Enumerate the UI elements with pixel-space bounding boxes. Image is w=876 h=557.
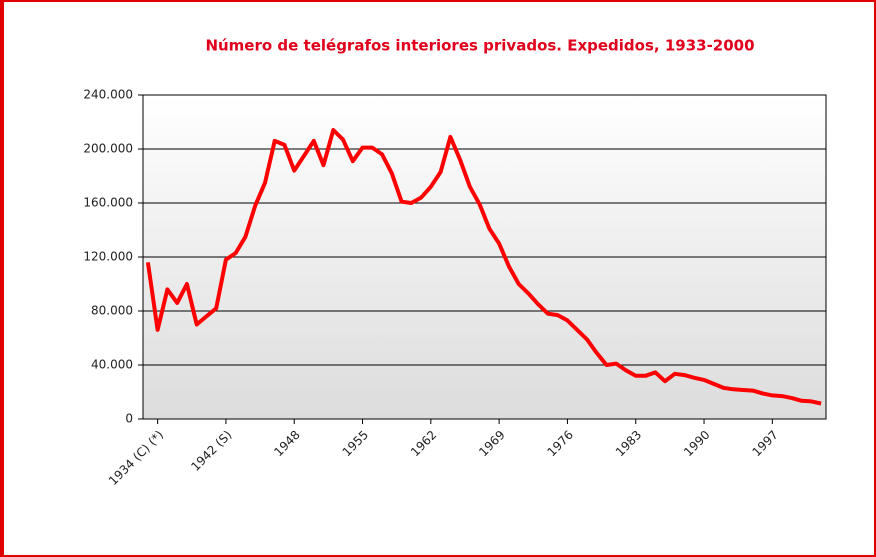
line-series [145,128,822,406]
chart-title: Número de telégrafos interiores privados… [205,37,754,55]
y-tick-label: 240.000 [83,88,133,102]
y-tick-label: 200.000 [83,142,133,156]
y-tick-label: 160.000 [83,196,133,210]
y-tick-label: 120.000 [83,250,133,264]
y-tick-label: 80.000 [91,304,133,318]
frame-edge [1,1,4,556]
y-tick-label: 0 [125,412,133,426]
y-tick-label: 40.000 [91,358,133,372]
